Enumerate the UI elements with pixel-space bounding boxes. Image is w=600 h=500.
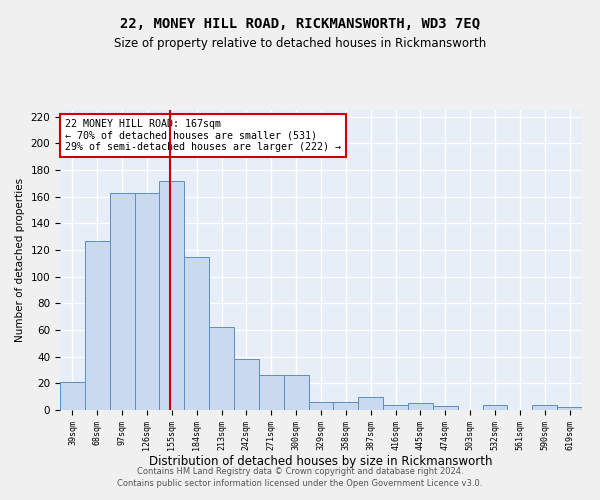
- Bar: [532, 404, 557, 410]
- X-axis label: Distribution of detached houses by size in Rickmansworth: Distribution of detached houses by size …: [149, 456, 493, 468]
- Bar: [85, 240, 110, 410]
- Bar: [433, 406, 458, 410]
- Bar: [358, 396, 383, 410]
- Text: 22 MONEY HILL ROAD: 167sqm
← 70% of detached houses are smaller (531)
29% of sem: 22 MONEY HILL ROAD: 167sqm ← 70% of deta…: [65, 119, 341, 152]
- Text: Size of property relative to detached houses in Rickmansworth: Size of property relative to detached ho…: [114, 38, 486, 51]
- Text: Contains HM Land Registry data © Crown copyright and database right 2024.: Contains HM Land Registry data © Crown c…: [137, 467, 463, 476]
- Bar: [60, 382, 85, 410]
- Bar: [557, 408, 582, 410]
- Bar: [134, 192, 160, 410]
- Bar: [184, 256, 209, 410]
- Bar: [209, 328, 234, 410]
- Bar: [482, 404, 508, 410]
- Bar: [234, 360, 259, 410]
- Bar: [259, 376, 284, 410]
- Bar: [110, 192, 134, 410]
- Bar: [408, 404, 433, 410]
- Text: Contains public sector information licensed under the Open Government Licence v3: Contains public sector information licen…: [118, 478, 482, 488]
- Y-axis label: Number of detached properties: Number of detached properties: [15, 178, 25, 342]
- Bar: [160, 180, 184, 410]
- Bar: [284, 376, 308, 410]
- Bar: [383, 404, 408, 410]
- Bar: [308, 402, 334, 410]
- Bar: [334, 402, 358, 410]
- Text: 22, MONEY HILL ROAD, RICKMANSWORTH, WD3 7EQ: 22, MONEY HILL ROAD, RICKMANSWORTH, WD3 …: [120, 18, 480, 32]
